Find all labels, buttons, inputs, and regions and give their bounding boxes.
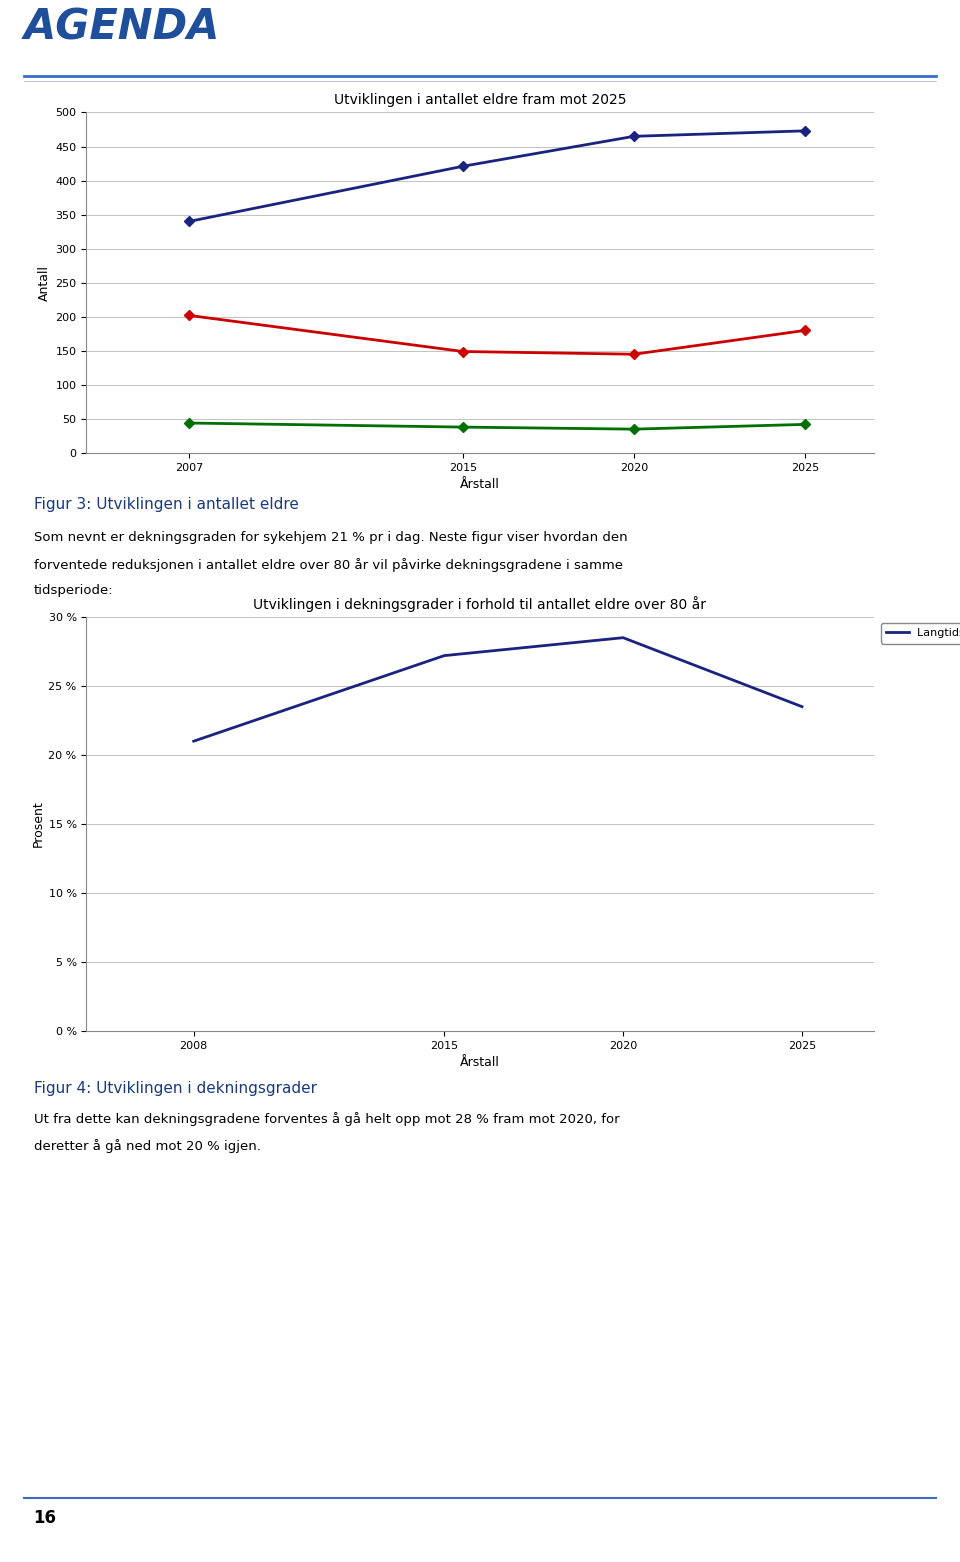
67-79 [800, 122, 811, 141]
Y-axis label: Prosent: Prosent [32, 801, 44, 847]
Text: Figur 3: Utviklingen i antallet eldre: Figur 3: Utviklingen i antallet eldre [34, 497, 299, 512]
Legend: Langtidsplasser i inst: Langtidsplasser i inst [880, 623, 960, 644]
80-89 [628, 345, 639, 364]
Text: tidsperiode:: tidsperiode: [34, 584, 113, 597]
Langtidsplasser i inst [617, 628, 629, 647]
X-axis label: Årstall: Årstall [460, 1056, 500, 1070]
Text: deretter å gå ned mot 20 % igjen.: deretter å gå ned mot 20 % igjen. [34, 1139, 260, 1153]
67-79 [457, 156, 468, 175]
Line: 90+: 90+ [185, 420, 808, 433]
Text: Figur 4: Utviklingen i dekningsgrader: Figur 4: Utviklingen i dekningsgrader [34, 1081, 317, 1097]
Text: AGENDA: AGENDA [24, 6, 221, 48]
Text: 16: 16 [34, 1509, 57, 1528]
Title: Utviklingen i dekningsgrader i forhold til antallet eldre over 80 år: Utviklingen i dekningsgrader i forhold t… [253, 595, 707, 612]
67-79 [628, 127, 639, 145]
Langtidsplasser i inst [439, 647, 450, 665]
Line: Langtidsplasser i inst: Langtidsplasser i inst [194, 637, 802, 742]
Text: forventede reduksjonen i antallet eldre over 80 år vil påvirke dekningsgradene i: forventede reduksjonen i antallet eldre … [34, 558, 623, 572]
X-axis label: Årstall: Årstall [460, 478, 500, 492]
80-89 [800, 322, 811, 341]
80-89 [457, 342, 468, 361]
Line: 67-79: 67-79 [185, 128, 808, 225]
90+ [800, 415, 811, 434]
Text: Som nevnt er dekningsgraden for sykehjem 21 % pr i dag. Neste figur viser hvorda: Som nevnt er dekningsgraden for sykehjem… [34, 531, 627, 544]
90+ [183, 414, 195, 433]
Y-axis label: Antall: Antall [38, 264, 52, 301]
80-89 [183, 306, 195, 325]
Line: 80-89: 80-89 [185, 312, 808, 358]
Text: Ut fra dette kan dekningsgradene forventes å gå helt opp mot 28 % fram mot 2020,: Ut fra dette kan dekningsgradene forvent… [34, 1112, 619, 1126]
90+ [628, 420, 639, 439]
Langtidsplasser i inst [188, 731, 200, 751]
67-79 [183, 212, 195, 231]
Langtidsplasser i inst [796, 697, 807, 715]
90+ [457, 417, 468, 436]
Title: Utviklingen i antallet eldre fram mot 2025: Utviklingen i antallet eldre fram mot 20… [334, 94, 626, 108]
